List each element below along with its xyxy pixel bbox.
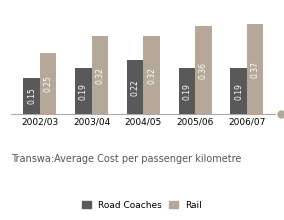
Bar <box>92 36 108 114</box>
Text: 0.15: 0.15 <box>27 88 36 104</box>
Bar <box>195 26 212 114</box>
Text: 0.32: 0.32 <box>95 67 105 84</box>
Text: 0.25: 0.25 <box>44 75 53 92</box>
Text: 0.37: 0.37 <box>251 61 260 78</box>
Bar <box>230 68 247 114</box>
Bar <box>179 68 195 114</box>
Legend: Road Coaches, Rail: Road Coaches, Rail <box>78 197 206 213</box>
Bar <box>40 53 57 114</box>
Text: 0.19: 0.19 <box>79 83 88 100</box>
Bar <box>143 36 160 114</box>
Bar <box>23 78 40 114</box>
Text: 0.19: 0.19 <box>182 83 191 100</box>
Text: 0.36: 0.36 <box>199 62 208 79</box>
Text: 0.32: 0.32 <box>147 67 156 84</box>
Text: 0.22: 0.22 <box>131 79 140 96</box>
Bar <box>247 24 264 114</box>
Bar <box>75 68 92 114</box>
Text: Transwa:Average Cost per passenger kilometre: Transwa:Average Cost per passenger kilom… <box>11 154 242 164</box>
Text: 0.19: 0.19 <box>234 83 243 100</box>
Bar <box>127 61 143 114</box>
